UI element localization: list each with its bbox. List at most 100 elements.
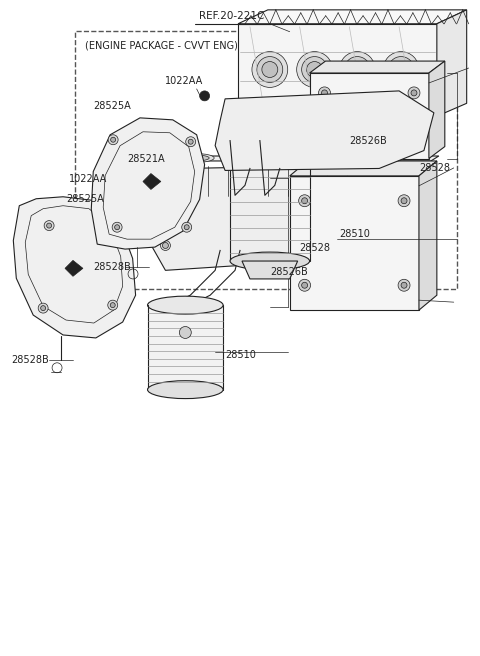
Polygon shape [143, 174, 161, 190]
Circle shape [186, 136, 196, 147]
Circle shape [180, 327, 192, 338]
Polygon shape [91, 118, 204, 249]
Polygon shape [13, 197, 136, 338]
Ellipse shape [393, 62, 409, 77]
Text: 28525A: 28525A [93, 101, 131, 111]
Bar [75, 31, 457, 289]
Polygon shape [238, 10, 467, 24]
Text: 28528B: 28528B [12, 355, 49, 365]
Text: (ENGINE PACKAGE - CVVT ENG): (ENGINE PACKAGE - CVVT ENG) [85, 40, 238, 50]
Text: 28521A: 28521A [128, 154, 165, 164]
Ellipse shape [236, 154, 274, 163]
Ellipse shape [147, 297, 223, 314]
Text: 28526B: 28526B [270, 268, 308, 277]
Circle shape [301, 282, 308, 288]
Polygon shape [429, 61, 445, 159]
Polygon shape [419, 161, 437, 310]
Polygon shape [310, 61, 445, 73]
Circle shape [111, 137, 116, 142]
Circle shape [120, 192, 131, 202]
Circle shape [322, 136, 327, 142]
Circle shape [319, 133, 330, 144]
Circle shape [38, 303, 48, 313]
Circle shape [411, 90, 417, 96]
Ellipse shape [257, 56, 283, 83]
Ellipse shape [384, 195, 394, 206]
Circle shape [108, 134, 118, 145]
Polygon shape [238, 24, 437, 116]
Circle shape [110, 302, 115, 308]
Polygon shape [437, 10, 467, 116]
Ellipse shape [160, 195, 170, 206]
Circle shape [398, 195, 410, 207]
Ellipse shape [262, 62, 278, 77]
Ellipse shape [307, 62, 323, 77]
Circle shape [301, 197, 308, 204]
Circle shape [188, 139, 193, 144]
Ellipse shape [162, 243, 168, 249]
Bar [147, 305, 223, 390]
Circle shape [112, 222, 122, 232]
Text: 28510: 28510 [339, 229, 370, 239]
Text: 28528B: 28528B [93, 262, 131, 272]
Polygon shape [290, 161, 437, 176]
Circle shape [411, 136, 417, 142]
Circle shape [182, 222, 192, 232]
Ellipse shape [230, 122, 310, 140]
Polygon shape [310, 73, 429, 159]
Ellipse shape [350, 155, 378, 161]
Circle shape [115, 225, 120, 230]
Ellipse shape [344, 56, 370, 83]
Circle shape [408, 133, 420, 144]
Ellipse shape [346, 154, 383, 163]
Circle shape [398, 279, 410, 291]
Polygon shape [65, 260, 83, 276]
Ellipse shape [181, 155, 209, 161]
Ellipse shape [388, 56, 414, 83]
Ellipse shape [160, 241, 170, 251]
Text: 28528: 28528 [300, 243, 331, 253]
Ellipse shape [230, 252, 310, 270]
Circle shape [408, 87, 420, 99]
Ellipse shape [252, 52, 288, 87]
Circle shape [401, 197, 407, 204]
Ellipse shape [384, 241, 394, 251]
Circle shape [101, 220, 111, 230]
Ellipse shape [291, 154, 328, 163]
Circle shape [44, 220, 54, 230]
Circle shape [401, 282, 407, 288]
Circle shape [319, 87, 330, 99]
Ellipse shape [386, 197, 392, 204]
Ellipse shape [176, 154, 214, 163]
Ellipse shape [162, 197, 168, 204]
Text: 1022AA: 1022AA [165, 76, 203, 86]
Polygon shape [215, 91, 434, 171]
Ellipse shape [349, 62, 365, 77]
Text: REF.20-221C: REF.20-221C [199, 10, 265, 21]
Polygon shape [141, 156, 439, 161]
Circle shape [299, 279, 311, 291]
Circle shape [184, 225, 189, 230]
Circle shape [299, 195, 311, 207]
Circle shape [47, 223, 51, 228]
Ellipse shape [241, 155, 269, 161]
Circle shape [200, 91, 210, 101]
Ellipse shape [147, 380, 223, 399]
Polygon shape [290, 176, 419, 310]
Polygon shape [242, 261, 298, 279]
Circle shape [41, 306, 46, 310]
Ellipse shape [383, 52, 419, 87]
Polygon shape [148, 164, 434, 270]
Text: 1022AA: 1022AA [69, 174, 107, 184]
Ellipse shape [297, 52, 333, 87]
Ellipse shape [296, 155, 324, 161]
Ellipse shape [339, 52, 375, 87]
Ellipse shape [301, 56, 327, 83]
Ellipse shape [386, 243, 392, 249]
Circle shape [322, 90, 327, 96]
Bar [230, 131, 310, 261]
Circle shape [108, 300, 118, 310]
Text: 28510: 28510 [225, 350, 256, 360]
Text: 28528: 28528 [419, 163, 450, 173]
Text: 28525A: 28525A [66, 194, 104, 204]
